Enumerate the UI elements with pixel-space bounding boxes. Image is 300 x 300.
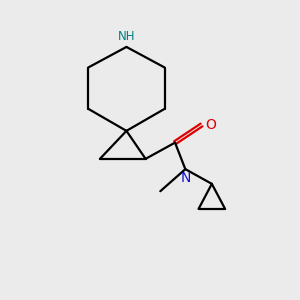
Text: NH: NH (118, 30, 135, 44)
Text: O: O (205, 118, 216, 132)
Text: N: N (180, 171, 190, 184)
